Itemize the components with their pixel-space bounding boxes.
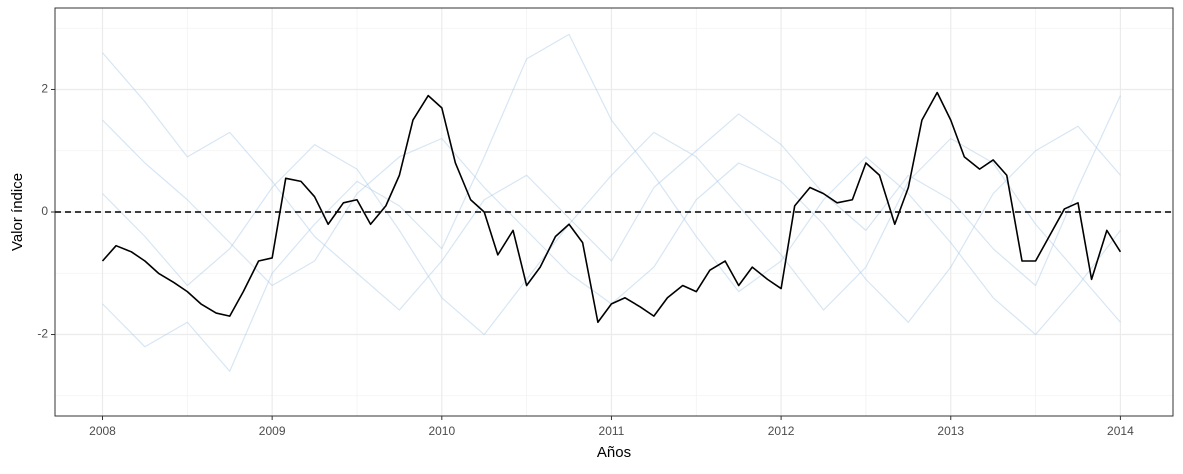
- x-tick-label: 2013: [937, 424, 964, 438]
- x-tick-label: 2010: [428, 424, 455, 438]
- series-line: [102, 131, 1121, 336]
- x-tick-label: 2009: [259, 424, 286, 438]
- x-axis-title: Años: [597, 444, 631, 461]
- y-tick-label: 2: [41, 82, 48, 96]
- series-line: [102, 52, 1121, 311]
- x-tick-label: 2014: [1107, 424, 1134, 438]
- series-line: [102, 33, 1121, 372]
- y-tick-label: -2: [37, 327, 48, 341]
- y-tick-label: 0: [41, 204, 48, 218]
- y-axis-title: Valor índice: [9, 173, 26, 251]
- x-tick-label: 2008: [89, 424, 116, 438]
- x-tick-label: 2012: [768, 424, 795, 438]
- series-line: [101, 91, 1122, 324]
- main-lines: [101, 91, 1122, 324]
- x-tick-label: 2011: [599, 424, 625, 438]
